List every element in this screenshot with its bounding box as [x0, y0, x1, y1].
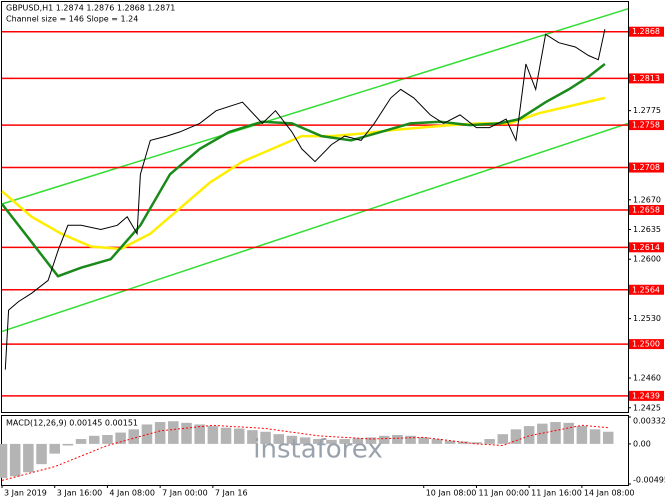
level-label-box: [629, 242, 664, 253]
macd-bar: [273, 434, 285, 444]
level-label: 1.2658: [632, 205, 660, 214]
price-line: [4, 29, 606, 370]
macd-bar: [154, 422, 166, 444]
ma-green: [1, 63, 606, 278]
y-tick-label: 1.2775: [633, 106, 661, 115]
macd-bar: [313, 439, 324, 444]
level-label: 1.2758: [632, 121, 660, 130]
level-label-box: [629, 26, 664, 37]
channel-upper: [1, 8, 629, 205]
macd-bar: [352, 438, 364, 444]
macd-bar: [326, 439, 337, 444]
macd-bar: [392, 434, 403, 444]
macd-bar: [378, 435, 390, 444]
main-panel: 1.2775 1.2670 1.2635 1.2600 1.2530 1.2460 1.24…: [1, 8, 664, 412]
macd-bar: [75, 439, 87, 444]
macd-bar: [299, 437, 311, 444]
macd-bar: [181, 422, 192, 444]
macd-bar: [88, 435, 100, 444]
macd-bar: [260, 431, 271, 444]
x-tick-label: 4 Jan 08:00: [109, 489, 155, 498]
macd-bar: [168, 421, 179, 444]
x-tick-label: 3 Jan 2019: [4, 489, 47, 498]
macd-title: MACD(12,26,9) 0.00145 0.00151: [6, 419, 138, 428]
level-label: 1.2614: [632, 243, 660, 252]
macd-bar: [62, 443, 74, 446]
macd-bar: [537, 423, 548, 444]
macd-bar: [484, 439, 495, 444]
macd-bar: [102, 434, 113, 444]
macd-bar: [115, 432, 126, 444]
macd-bar: [550, 422, 561, 444]
y-tick-label: 0.00: [633, 439, 651, 448]
level-label: 1.2708: [632, 163, 660, 172]
level-label: 1.2564: [632, 285, 660, 294]
macd-bar: [431, 439, 443, 444]
x-tick-label: 10 Jan 08:00: [426, 489, 477, 498]
y-tick-label: 1.2600: [633, 255, 661, 264]
macd-bar: [49, 443, 60, 454]
macd-bar: [365, 437, 377, 444]
level-label-box: [629, 339, 664, 350]
y-tick-label: 1.2635: [633, 225, 661, 234]
macd-bar: [207, 426, 219, 444]
macd-bar: [418, 437, 429, 444]
macd-bar: [405, 435, 416, 444]
level-label-box: [629, 120, 664, 131]
level-label: 1.2868: [632, 27, 660, 36]
x-tick-label: 11 Jan 00:00: [478, 489, 529, 498]
macd-bar: [0, 443, 8, 478]
chart-subtitle: Channel size = 146 Slope = 1.24: [6, 15, 138, 24]
macd-bar: [23, 443, 34, 473]
macd-bar: [471, 442, 482, 444]
macd-bar: [510, 429, 522, 444]
signal-line: [1, 424, 609, 481]
watermark: instaforex: [253, 435, 382, 465]
x-tick-label: 14 Jan 08:00: [584, 489, 635, 498]
level-label: 1.2500: [632, 340, 660, 349]
macd-bar: [444, 440, 456, 444]
macd-bar: [220, 427, 232, 444]
macd-bar: [563, 422, 574, 444]
macd-bar: [233, 428, 245, 444]
macd-bar: [286, 435, 298, 444]
macd-bar: [36, 443, 47, 465]
macd-bar: [576, 426, 588, 444]
y-tick-label: 1.2670: [633, 195, 661, 204]
y-tick-label: 1.2425: [633, 403, 661, 412]
level-label: 1.2813: [632, 74, 660, 83]
macd-bar: [128, 429, 140, 444]
level-label-box: [629, 73, 664, 84]
x-tick-label: 7 Jan 16: [215, 489, 248, 498]
y-tick-label: 0.00332: [633, 417, 665, 426]
level-label-box: [629, 204, 664, 215]
macd-panel: 0.00332 0.00 -0.00495 3 Jan 2019 3 Jan 16:00…: [0, 416, 665, 498]
level-label-box: [629, 284, 664, 295]
channel-lower: [1, 122, 629, 333]
macd-bar: [9, 443, 21, 477]
macd-bar: [589, 429, 601, 444]
level-label-box: [629, 390, 664, 401]
y-tick-label: -0.00495: [633, 476, 665, 485]
macd-bar: [523, 426, 535, 444]
macd-bar: [339, 439, 350, 444]
macd-bar: [497, 434, 509, 444]
macd-bar: [194, 424, 205, 444]
level-label: 1.2439: [632, 391, 660, 400]
y-tick-label: 1.2530: [633, 314, 661, 323]
level-label-box: [629, 162, 664, 173]
y-tick-label: 1.2460: [633, 374, 661, 383]
main-frame: [1, 1, 629, 413]
chart-title: GBPUSD,H1 1.2874 1.2876 1.2868 1.2871: [6, 4, 175, 13]
x-tick-label: 3 Jan 16:00: [57, 489, 103, 498]
macd-bar: [247, 430, 258, 444]
macd-bar: [457, 441, 469, 444]
x-tick-label: 11 Jan 16:00: [531, 489, 582, 498]
macd-bar: [602, 431, 614, 444]
x-tick-label: 7 Jan 00:00: [162, 489, 208, 498]
